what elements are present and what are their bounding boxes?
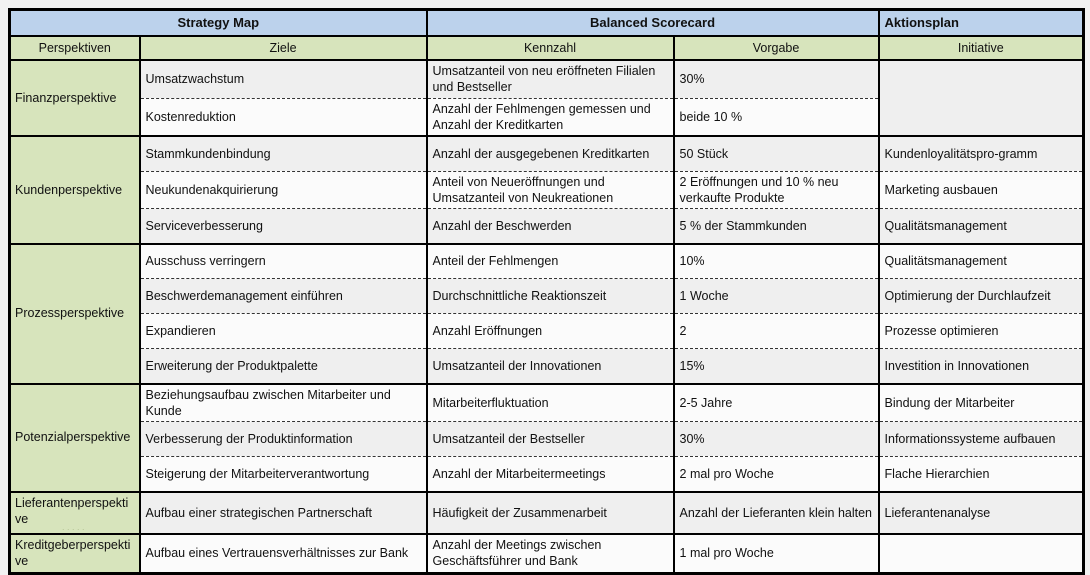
perspective-cell-kunden: Kundenperspektive xyxy=(8,135,141,244)
initiative-cell-empty xyxy=(877,533,1085,573)
table-row: Expandieren Anzahl Eröffnungen 2 Prozess… xyxy=(9,313,1085,349)
metric-cell: Umsatzanteil der Innovationen xyxy=(425,348,675,384)
metric-cell: Häufigkeit der Zusammenarbeit xyxy=(425,490,675,534)
target-cell: 2 mal pro Woche xyxy=(672,456,880,492)
initiative-cell: Marketing ausbauen xyxy=(877,170,1085,209)
balanced-scorecard-table: Strategy Map Balanced Scorecard Aktionsp… xyxy=(8,8,1086,575)
perspective-label: Lieferantenperspektive xyxy=(15,495,129,526)
table-row: Potenzialperspektive Beziehungsaufbau zw… xyxy=(8,382,1085,492)
ghost-mark: ····· xyxy=(61,524,87,534)
column-header-row: Perspektiven Ziele Kennzahl Vorgabe Init… xyxy=(8,36,1085,61)
initiative-cell: Informationssysteme aufbauen xyxy=(877,421,1085,457)
goal-cell: Beschwerdemanagement einführen xyxy=(138,278,428,314)
initiative-cell: Optimierung der Durchlaufzeit xyxy=(877,278,1085,314)
perspective-cell-kreditgeber: Kreditgeberperspektive xyxy=(8,533,141,573)
target-cell: beide 10 % xyxy=(672,97,880,136)
goal-cell: Steigerung der Mitarbeiterverantwortung xyxy=(138,456,428,492)
goal-cell: Umsatzwachstum xyxy=(138,59,428,98)
target-cell: 50 Stück xyxy=(672,135,880,171)
target-cell: 5 % der Stammkunden xyxy=(672,208,880,244)
aktionsplan-header: Aktionsplan xyxy=(877,8,1085,37)
initiative-cell: Lieferantenanalyse xyxy=(877,490,1085,534)
initiative-cell: Prozesse optimieren xyxy=(877,313,1085,349)
goal-cell: Aufbau einer strategischen Partnerschaft xyxy=(138,490,428,534)
initiative-cell: Investition in Innovationen xyxy=(877,348,1085,384)
metric-cell: Anzahl der Mitarbeitermeetings xyxy=(425,456,675,492)
target-cell: 2-5 Jahre xyxy=(672,382,880,422)
target-cell: 1 mal pro Woche xyxy=(672,533,880,573)
table-row: Finanzperspektive Umsatzwachstum Umsatza… xyxy=(8,59,1085,136)
goal-cell: Verbesserung der Produktinformation xyxy=(138,421,428,457)
target-cell: 30% xyxy=(672,421,880,457)
goal-cell: Neukundenakquirierung xyxy=(138,170,428,209)
target-cell: Anzahl der Lieferanten klein halten xyxy=(672,490,880,534)
goal-cell: Ausschuss verringern xyxy=(138,242,428,279)
metric-cell: Mitarbeiterfluktuation xyxy=(425,382,675,422)
initiative-cell: Kundenloyalitätspro-gramm xyxy=(877,135,1085,171)
metric-cell: Durchschnittliche Reaktionszeit xyxy=(425,278,675,314)
metric-cell: Anzahl der Fehlmengen gemessen und Anzah… xyxy=(425,97,675,136)
perspective-cell-potenzial: Potenzialperspektive xyxy=(8,382,141,492)
metric-cell: Umsatzanteil der Bestseller xyxy=(425,421,675,457)
goal-cell: Erweiterung der Produktpalette xyxy=(138,348,428,384)
metric-cell: Anzahl Eröffnungen xyxy=(425,313,675,349)
metric-cell: Umsatzanteil von neu eröffneten Filialen… xyxy=(425,59,675,98)
table-row: Neukundenakquirierung Anteil von Neueröf… xyxy=(9,170,1085,209)
initiative-cell: Qualitätsmanagement xyxy=(877,208,1085,244)
goal-cell: Expandieren xyxy=(138,313,428,349)
table-row: Kreditgeberperspektive Aufbau eines Vert… xyxy=(8,533,1085,573)
col-header-kennzahl: Kennzahl xyxy=(425,36,675,61)
perspective-cell-lieferanten: Lieferantenperspektive ····· xyxy=(8,490,141,534)
table-row: Serviceverbesserung Anzahl der Beschwerd… xyxy=(9,208,1085,244)
goal-cell: Aufbau eines Vertrauensverhältnisses zur… xyxy=(138,533,428,573)
goal-cell: Stammkundenbindung xyxy=(138,135,428,171)
table-row: Beschwerdemanagement einführen Durchschn… xyxy=(9,278,1085,314)
goal-cell: Kostenreduktion xyxy=(138,97,428,136)
col-header-vorgabe: Vorgabe xyxy=(672,36,880,61)
metric-cell: Anteil von Neueröffnungen und Umsatzante… xyxy=(425,170,675,209)
goal-cell: Serviceverbesserung xyxy=(138,208,428,244)
perspective-cell-finanz: Finanzperspektive xyxy=(8,59,141,136)
metric-cell: Anzahl der ausgegebenen Kreditkarten xyxy=(425,135,675,171)
target-cell: 10% xyxy=(672,242,880,279)
metric-cell: Anzahl der Meetings zwischen Geschäftsfü… xyxy=(425,533,675,573)
target-cell: 30% xyxy=(672,59,880,98)
initiative-cell-empty xyxy=(877,59,1085,136)
table-row: Prozessperspektive Ausschuss verringern … xyxy=(8,242,1085,384)
table-row: Lieferantenperspektive ····· Aufbau eine… xyxy=(8,490,1085,534)
initiative-cell: Bindung der Mitarbeiter xyxy=(877,382,1085,422)
initiative-cell: Qualitätsmanagement xyxy=(877,242,1085,279)
strategy-map-header: Strategy Map xyxy=(8,8,428,37)
balanced-scorecard-header: Balanced Scorecard xyxy=(425,8,880,37)
table-row: Erweiterung der Produktpalette Umsatzant… xyxy=(9,348,1085,384)
col-header-initiative: Initiative xyxy=(877,36,1085,61)
target-cell: 15% xyxy=(672,348,880,384)
goal-cell: Beziehungsaufbau zwischen Mitarbeiter un… xyxy=(138,382,428,422)
group-header-row: Strategy Map Balanced Scorecard Aktionsp… xyxy=(8,8,1085,37)
col-header-perspektiven: Perspektiven xyxy=(8,36,141,61)
metric-cell: Anzahl der Beschwerden xyxy=(425,208,675,244)
target-cell: 2 Eröffnungen und 10 % neu verkaufte Pro… xyxy=(672,170,880,209)
target-cell: 1 Woche xyxy=(672,278,880,314)
table-row: Kundenperspektive Stammkundenbindung Anz… xyxy=(8,135,1085,244)
table-row: Verbesserung der Produktinformation Umsa… xyxy=(9,421,1085,457)
initiative-cell: Flache Hierarchien xyxy=(877,456,1085,492)
perspective-cell-prozess: Prozessperspektive xyxy=(8,242,141,384)
col-header-ziele: Ziele xyxy=(138,36,428,61)
table-row: Steigerung der Mitarbeiterverantwortung … xyxy=(9,456,1085,492)
target-cell: 2 xyxy=(672,313,880,349)
metric-cell: Anteil der Fehlmengen xyxy=(425,242,675,279)
